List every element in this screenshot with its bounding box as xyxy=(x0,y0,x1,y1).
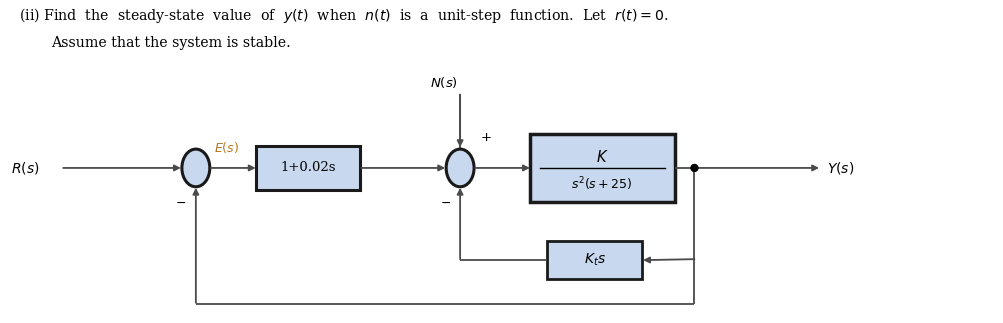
Text: $K$: $K$ xyxy=(596,149,608,165)
FancyBboxPatch shape xyxy=(547,241,642,279)
Text: $+$: $+$ xyxy=(479,131,491,144)
Text: $E(s)$: $E(s)$ xyxy=(214,140,239,155)
Text: $-$: $-$ xyxy=(439,196,450,209)
Text: $Y(s)$: $Y(s)$ xyxy=(826,160,854,176)
Text: Assume that the system is stable.: Assume that the system is stable. xyxy=(51,36,291,50)
Text: $s^{2}(s + 25)$: $s^{2}(s + 25)$ xyxy=(571,175,632,193)
Text: $K_{t}s$: $K_{t}s$ xyxy=(583,252,605,268)
Text: 1+0.02s: 1+0.02s xyxy=(280,162,335,174)
Text: $R(s)$: $R(s)$ xyxy=(11,160,40,176)
Circle shape xyxy=(690,164,697,172)
FancyBboxPatch shape xyxy=(256,146,360,190)
Ellipse shape xyxy=(182,149,210,187)
FancyBboxPatch shape xyxy=(530,134,674,202)
Text: (ii) Find  the  steady-state  value  of  $y(t)$  when  $n(t)$  is  a  unit-step : (ii) Find the steady-state value of $y(t… xyxy=(19,6,668,25)
Ellipse shape xyxy=(445,149,473,187)
Text: $-$: $-$ xyxy=(176,196,187,209)
Text: $N(s)$: $N(s)$ xyxy=(429,75,457,89)
